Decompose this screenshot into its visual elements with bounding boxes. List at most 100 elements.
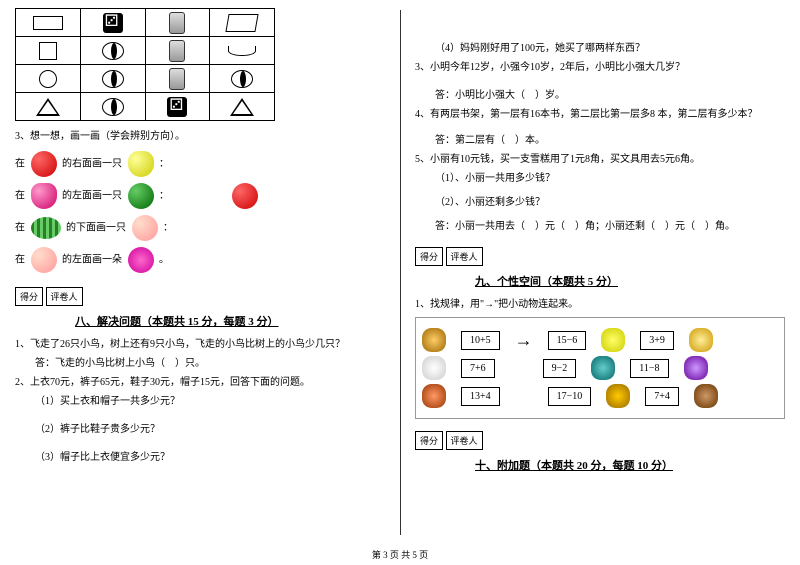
oval-icon (102, 98, 124, 116)
shape-matching-table (15, 8, 275, 121)
animal-icon (422, 356, 446, 380)
math-box: 7+6 (461, 359, 495, 378)
math-box: 15−6 (548, 331, 587, 350)
page-footer: 第 3 页 共 5 页 (0, 548, 800, 561)
bowl-icon (228, 46, 256, 56)
direction-line-3: 在 的下面画一只 ： (15, 215, 385, 241)
left-column: 3、想一想，画一画（学会辨别方向）。 在 的右面画一只 ： 在 的左面画一只 ：… (0, 0, 400, 565)
direction-line-2: 在 的左面画一只 ： (15, 183, 385, 209)
melon-icon (128, 183, 154, 209)
section-8-title: 八、解决问题（本题共 15 分，每题 3 分） (75, 313, 279, 329)
triangle-icon (36, 98, 60, 116)
q3-intro: 3、想一想，画一画（学会辨别方向）。 (15, 129, 385, 145)
q8-5: 5、小丽有10元钱，买一支雪糕用了1元8角，买文具用去5元6角。 (415, 152, 785, 168)
score-row-9: 得分 评卷人 (415, 243, 785, 270)
can-icon (169, 12, 185, 34)
direction-line-1: 在 的右面画一只 ： (15, 151, 385, 177)
q8-1: 1、飞走了26只小鸟，树上还有9只小鸟，飞走的小鸟比树上的小鸟少几只？ (15, 337, 385, 353)
q8-2-4: （4）妈妈刚好用了100元，她买了哪两样东西？ (415, 41, 785, 57)
rectangle-icon (33, 16, 63, 30)
arrow-icon: → (515, 330, 533, 351)
text: 在 (15, 158, 25, 169)
animal-icon (422, 328, 446, 352)
text: ： (159, 158, 169, 169)
math-box: 10+5 (461, 331, 500, 350)
section-9-title: 九、个性空间（本题共 5 分） (475, 273, 618, 289)
cuboid-icon (226, 14, 259, 32)
score-row-10: 得分 评卷人 (415, 427, 785, 454)
section-10-title: 十、附加题（本题共 20 分，每题 10 分） (475, 457, 673, 473)
math-box: 11−8 (630, 359, 668, 378)
oval-icon (102, 70, 124, 88)
text: 在 (15, 190, 25, 201)
square-icon (39, 42, 57, 60)
apple-icon (31, 151, 57, 177)
text: 。 (159, 254, 169, 265)
q8-4: 4、有两层书架，第一层有16本书，第二层比第一层多8 本，第二层有多少本？ (415, 107, 785, 123)
animal-icon (422, 384, 446, 408)
q8-2: 2、上衣70元，裤子65元，鞋子30元，帽子15元，回答下面的问题。 (15, 375, 385, 391)
animal-icon (689, 328, 713, 352)
apple-icon (232, 183, 258, 209)
text: 九、个性空间（本题共 5 分） (475, 276, 618, 288)
score-row: 得分 评卷人 (15, 283, 385, 310)
animal-icon (684, 356, 708, 380)
dice-icon (167, 97, 187, 117)
text: ： (159, 190, 169, 201)
math-box: 3+9 (640, 331, 674, 350)
animal-icon (606, 384, 630, 408)
animal-icon (591, 356, 615, 380)
peach-icon (31, 247, 57, 273)
oval-icon (231, 70, 253, 88)
q8-3-answer: 答：小明比小强大（ ）岁。 (415, 88, 785, 104)
math-box: 7+4 (645, 387, 679, 406)
math-puzzle: 10+5 → 15−6 3+9 7+6 9−2 11−8 13+4 17−10 … (415, 317, 785, 419)
text: 的左面画一只 (62, 190, 122, 201)
grader-label: 评卷人 (46, 287, 83, 306)
math-box: 9−2 (543, 359, 577, 378)
animal-icon (601, 328, 625, 352)
text: ： (163, 222, 173, 233)
grader-label: 评卷人 (446, 431, 483, 450)
text: 在 (15, 254, 25, 265)
q8-2-1: （1）买上衣和帽子一共多少元？ (15, 394, 385, 410)
math-row-2: 7+6 9−2 11−8 (422, 356, 778, 380)
text: 的下面画一只 (66, 222, 126, 233)
score-label: 得分 (15, 287, 43, 306)
math-box: 17−10 (548, 387, 592, 406)
q8-2-2: （2）裤子比鞋子贵多少元？ (15, 422, 385, 438)
flower-icon (128, 247, 154, 273)
math-row-1: 10+5 → 15−6 3+9 (422, 328, 778, 352)
right-column: （4）妈妈刚好用了100元，她买了哪两样东西？ 3、小明今年12岁，小强今10岁… (400, 0, 800, 565)
math-box: 13+4 (461, 387, 500, 406)
s9-q1: 1、找规律，用"→"把小动物连起来。 (415, 297, 785, 313)
text: 的右面画一只 (62, 158, 122, 169)
peach-icon (132, 215, 158, 241)
triangle-icon (230, 98, 254, 116)
circle-icon (39, 70, 57, 88)
score-label: 得分 (415, 431, 443, 450)
q8-1-answer: 答：飞走的小鸟比树上小鸟（ ）只。 (15, 356, 385, 372)
q8-5-1: （1）、小丽一共用多少钱？ (415, 171, 785, 187)
q8-4-answer: 答：第二层有（ ）本。 (415, 133, 785, 149)
dice-icon (103, 13, 123, 33)
oval-icon (102, 42, 124, 60)
can-icon (169, 40, 185, 62)
watermelon-icon (31, 217, 61, 239)
radish-icon (31, 183, 57, 209)
animal-icon (694, 384, 718, 408)
q8-3: 3、小明今年12岁，小强今10岁，2年后，小明比小强大几岁？ (415, 60, 785, 76)
q8-2-3: （3）帽子比上衣便宜多少元？ (15, 450, 385, 466)
pear-icon (128, 151, 154, 177)
text: 的左面画一朵 (62, 254, 122, 265)
text: 在 (15, 222, 25, 233)
q8-5-answer: 答：小丽一共用去（ ）元（ ）角；小丽还剩（ ）元（ ）角。 (415, 219, 785, 235)
grader-label: 评卷人 (446, 247, 483, 266)
text: 八、解决问题（本题共 15 分，每题 3 分） (75, 316, 279, 328)
direction-line-4: 在 的左面画一朵 。 (15, 247, 385, 273)
q8-5-2: （2）、小丽还剩多少钱？ (415, 195, 785, 211)
can-icon (169, 68, 185, 90)
math-row-3: 13+4 17−10 7+4 (422, 384, 778, 408)
text: 十、附加题（本题共 20 分，每题 10 分） (475, 460, 673, 472)
score-label: 得分 (415, 247, 443, 266)
